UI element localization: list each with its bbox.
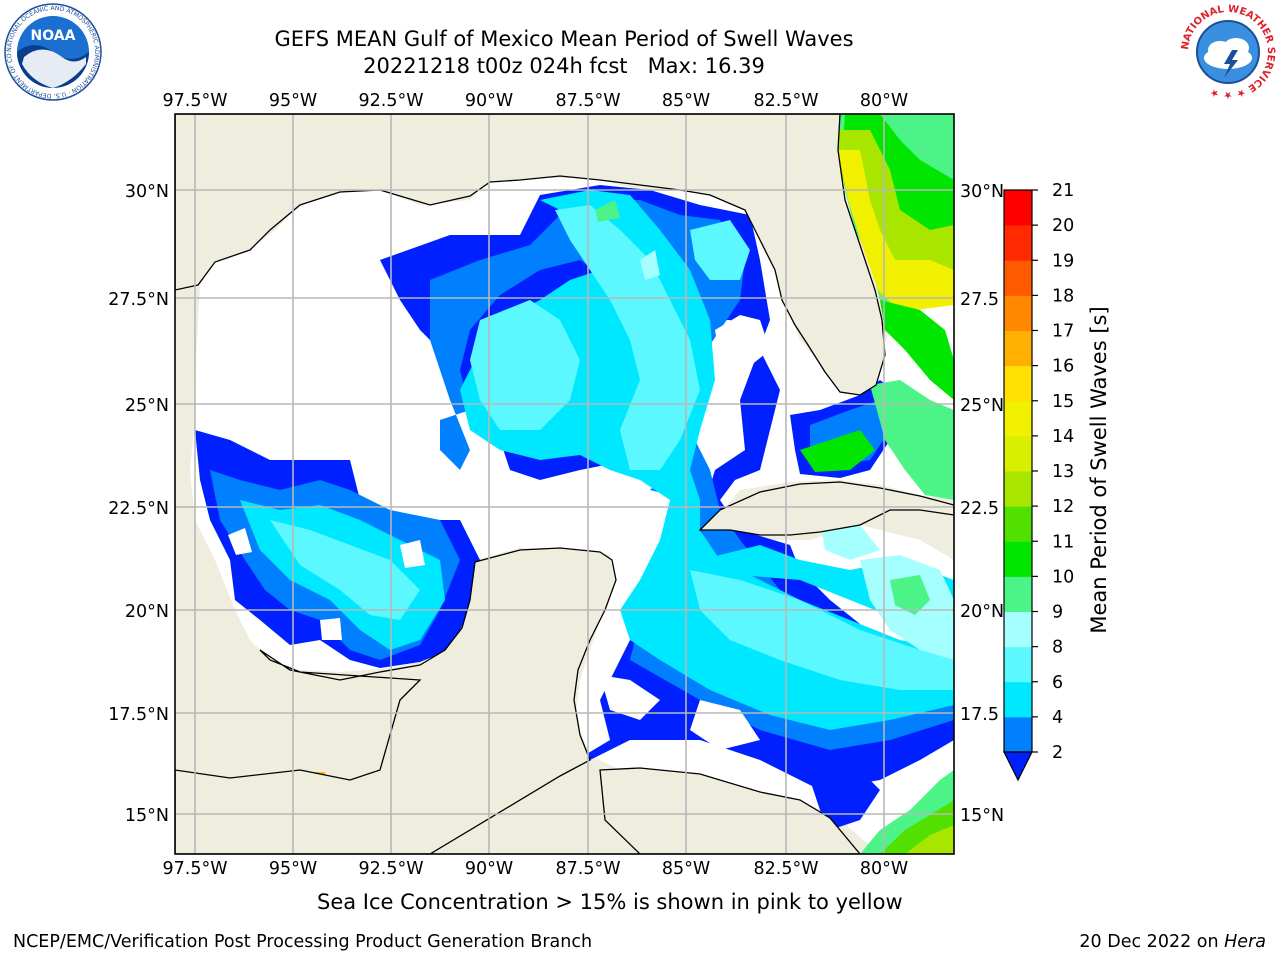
central-america-land <box>599 767 861 854</box>
colorbar-segment <box>1004 225 1032 261</box>
lon-label: 92.5°W <box>358 859 423 879</box>
lat-label: 27.5 <box>960 290 999 310</box>
lat-labels-right: 30°N 27.5 25°N 22.5 20°N 17.5 15°N <box>960 182 1004 826</box>
colorbar-segment <box>1004 190 1032 226</box>
yucatan-peninsula <box>175 547 617 854</box>
lon-label: 85°W <box>662 91 710 111</box>
colorbar-tick-label: 14 <box>1052 427 1074 447</box>
colorbar-segment <box>1004 365 1032 402</box>
colorbar: 2 4 6 8 9 10 11 12 13 14 15 16 17 18 19 20 21 <box>1003 181 1074 782</box>
lat-label: 25°N <box>960 396 1004 416</box>
colorbar-segment <box>1004 330 1032 367</box>
map-area <box>175 114 954 854</box>
colorbar-segment <box>1004 646 1032 683</box>
colorbar-segment <box>1004 506 1032 542</box>
colorbar-segment <box>1004 716 1032 753</box>
chart-title: GEFS MEAN Gulf of Mexico Mean Period of … <box>274 27 854 51</box>
graticule <box>175 114 954 854</box>
swell-field-8-9s <box>270 205 954 690</box>
footer-date-text: 20 Dec 2022 on <box>1079 932 1225 952</box>
nws-logo: NATIONAL WEATHER SERVICE ★ ★ ★ <box>1180 4 1276 100</box>
lon-label: 82.5°W <box>753 91 818 111</box>
colorbar-tick-label: 2 <box>1052 743 1063 763</box>
colorbar-segment <box>1004 295 1032 331</box>
colorbar-segment <box>1004 576 1032 612</box>
colorbar-tick-label: 21 <box>1052 181 1074 201</box>
florida-peninsula <box>175 114 886 396</box>
lat-label: 25°N <box>125 396 169 416</box>
sea-ice-caption: Sea Ice Concentration > 15% is shown in … <box>317 890 903 914</box>
lon-label: 82.5°W <box>753 859 818 879</box>
lon-label: 87.5°W <box>555 91 620 111</box>
lat-label: 22.5°N <box>108 499 169 519</box>
colorbar-segment <box>1004 260 1032 296</box>
colorbar-tick-label: 19 <box>1052 251 1074 271</box>
noaa-logo-text: NOAA <box>31 28 76 44</box>
colorbar-tick-label: 13 <box>1052 462 1074 482</box>
colorbar-tick-label: 17 <box>1052 322 1074 342</box>
lat-label: 30°N <box>125 182 169 202</box>
colorbar-tick-label: 10 <box>1052 567 1074 587</box>
colorbar-tick-label: 6 <box>1052 673 1063 693</box>
noaa-logo: NATIONAL OCEANIC AND ATMOSPHERIC ADMINIS… <box>2 2 102 101</box>
nodata-patches <box>228 200 770 750</box>
colorbar-tick-label: 15 <box>1052 392 1074 412</box>
lat-label: 17.5 <box>960 705 999 725</box>
colorbar-tick-label: 18 <box>1052 286 1074 306</box>
lat-label: 15°N <box>960 806 1004 826</box>
lon-label: 85°W <box>662 859 710 879</box>
lat-labels-left: 30°N 27.5°N 25°N 22.5°N 20°N 17.5°N 15°N <box>108 182 169 826</box>
lat-label: 20°N <box>125 602 169 622</box>
colorbar-extend-arrow <box>1003 751 1033 782</box>
lon-label: 97.5°W <box>162 859 227 879</box>
lon-label: 92.5°W <box>358 91 423 111</box>
lat-label: 17.5°N <box>108 705 169 725</box>
lat-label: 22.5 <box>960 499 999 519</box>
lon-label: 80°W <box>860 91 908 111</box>
lon-label: 95°W <box>269 91 317 111</box>
map-frame <box>174 113 955 855</box>
colorbar-tick-label: 4 <box>1052 708 1063 728</box>
colorbar-tick-label: 20 <box>1052 216 1074 236</box>
land-overlays <box>175 114 954 854</box>
colorbar-tick-label: 16 <box>1052 357 1074 377</box>
colorbar-segment <box>1004 435 1032 472</box>
footer-machine: Hera <box>1224 932 1266 952</box>
colorbar-tick-label: 11 <box>1052 532 1074 552</box>
lon-label: 90°W <box>465 859 513 879</box>
lon-label: 87.5°W <box>555 859 620 879</box>
colorbar-tick-label: 8 <box>1052 638 1063 658</box>
footer-credit: NCEP/EMC/Verification Post Processing Pr… <box>13 932 593 952</box>
lon-label: 90°W <box>465 91 513 111</box>
lon-label: 97.5°W <box>162 91 227 111</box>
lon-label: 80°W <box>860 859 908 879</box>
colorbar-segment <box>1004 681 1032 718</box>
lat-label: 15°N <box>125 806 169 826</box>
colorbar-tick-label: 12 <box>1052 497 1074 517</box>
colorbar-tick-label: 9 <box>1052 603 1063 623</box>
lon-label: 95°W <box>269 859 317 879</box>
lon-labels-top: 97.5°W 95°W 92.5°W 90°W 87.5°W 85°W 82.5… <box>162 91 908 111</box>
colorbar-label: Mean Period of Swell Waves [s] <box>1087 306 1111 633</box>
lon-labels-bottom: 97.5°W 95°W 92.5°W 90°W 87.5°W 85°W 82.5… <box>162 859 908 879</box>
footer-date: 20 Dec 2022 on Hera <box>1079 932 1266 952</box>
colorbar-segment <box>1004 400 1032 437</box>
chart-subtitle: 20221218 t00z 024h fcst Max: 16.39 <box>363 54 765 78</box>
lat-label: 30°N <box>960 182 1004 202</box>
colorbar-segment <box>1004 541 1032 577</box>
colorbar-segment <box>1004 611 1032 648</box>
lat-label: 20°N <box>960 602 1004 622</box>
colorbar-segment <box>1004 471 1032 507</box>
lat-label: 27.5°N <box>108 290 169 310</box>
